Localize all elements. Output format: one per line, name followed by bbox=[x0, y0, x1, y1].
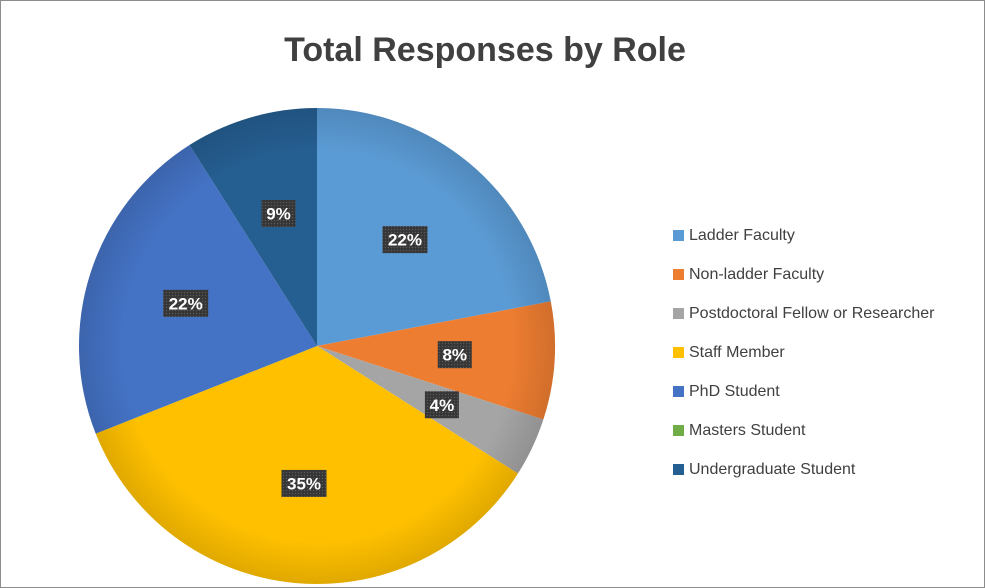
data-label-background bbox=[163, 289, 209, 317]
legend-item-postdoctoral-fellow-or-researcher: Postdoctoral Fellow or Researcher bbox=[673, 294, 934, 333]
data-label-text: 9% bbox=[266, 204, 291, 223]
legend-swatch bbox=[673, 230, 684, 241]
legend-swatch bbox=[673, 425, 684, 436]
legend-swatch bbox=[673, 308, 684, 319]
legend: Ladder Faculty Non-ladder Faculty Postdoct… bbox=[673, 216, 934, 489]
legend-swatch bbox=[673, 386, 684, 397]
legend-swatch bbox=[673, 269, 684, 280]
legend-label: Staff Member bbox=[689, 343, 785, 361]
data-label-text: 8% bbox=[442, 346, 467, 365]
legend-label: PhD Student bbox=[689, 382, 780, 400]
legend-label: Masters Student bbox=[689, 421, 806, 439]
data-label-text: 22% bbox=[169, 294, 203, 313]
legend-swatch bbox=[673, 464, 684, 475]
legend-item-phd-student: PhD Student bbox=[673, 372, 934, 411]
legend-item-staff-member: Staff Member bbox=[673, 333, 934, 372]
data-label-postdoctoral-fellow-or-researcher: 4% bbox=[424, 391, 459, 419]
data-label-staff-member: 35% bbox=[281, 469, 327, 497]
data-label-background bbox=[437, 341, 472, 369]
legend-label: Non-ladder Faculty bbox=[689, 265, 825, 283]
legend-item-non-ladder-faculty: Non-ladder Faculty bbox=[673, 255, 934, 294]
legend-label: Postdoctoral Fellow or Researcher bbox=[689, 304, 935, 322]
legend-swatch bbox=[673, 347, 684, 358]
data-label-background bbox=[261, 199, 296, 227]
data-label-undergraduate-student: 9% bbox=[261, 199, 296, 227]
data-label-text: 35% bbox=[287, 474, 321, 493]
data-label-background bbox=[424, 391, 459, 419]
data-label-ladder-faculty: 22% bbox=[382, 226, 428, 254]
legend-label: Ladder Faculty bbox=[689, 226, 795, 244]
data-label-phd-student: 22% bbox=[163, 289, 209, 317]
legend-label: Undergraduate Student bbox=[689, 460, 856, 478]
legend-item-masters-student: Masters Student bbox=[673, 411, 934, 450]
chart-title: Total Responses by Role bbox=[284, 31, 686, 69]
data-label-background bbox=[382, 226, 428, 254]
legend-item-undergraduate-student: Undergraduate Student bbox=[673, 450, 934, 489]
data-label-non-ladder-faculty: 8% bbox=[437, 341, 472, 369]
data-label-text: 22% bbox=[388, 231, 422, 250]
data-label-background bbox=[281, 469, 327, 497]
data-label-text: 4% bbox=[430, 396, 455, 415]
legend-item-ladder-faculty: Ladder Faculty bbox=[673, 216, 934, 255]
